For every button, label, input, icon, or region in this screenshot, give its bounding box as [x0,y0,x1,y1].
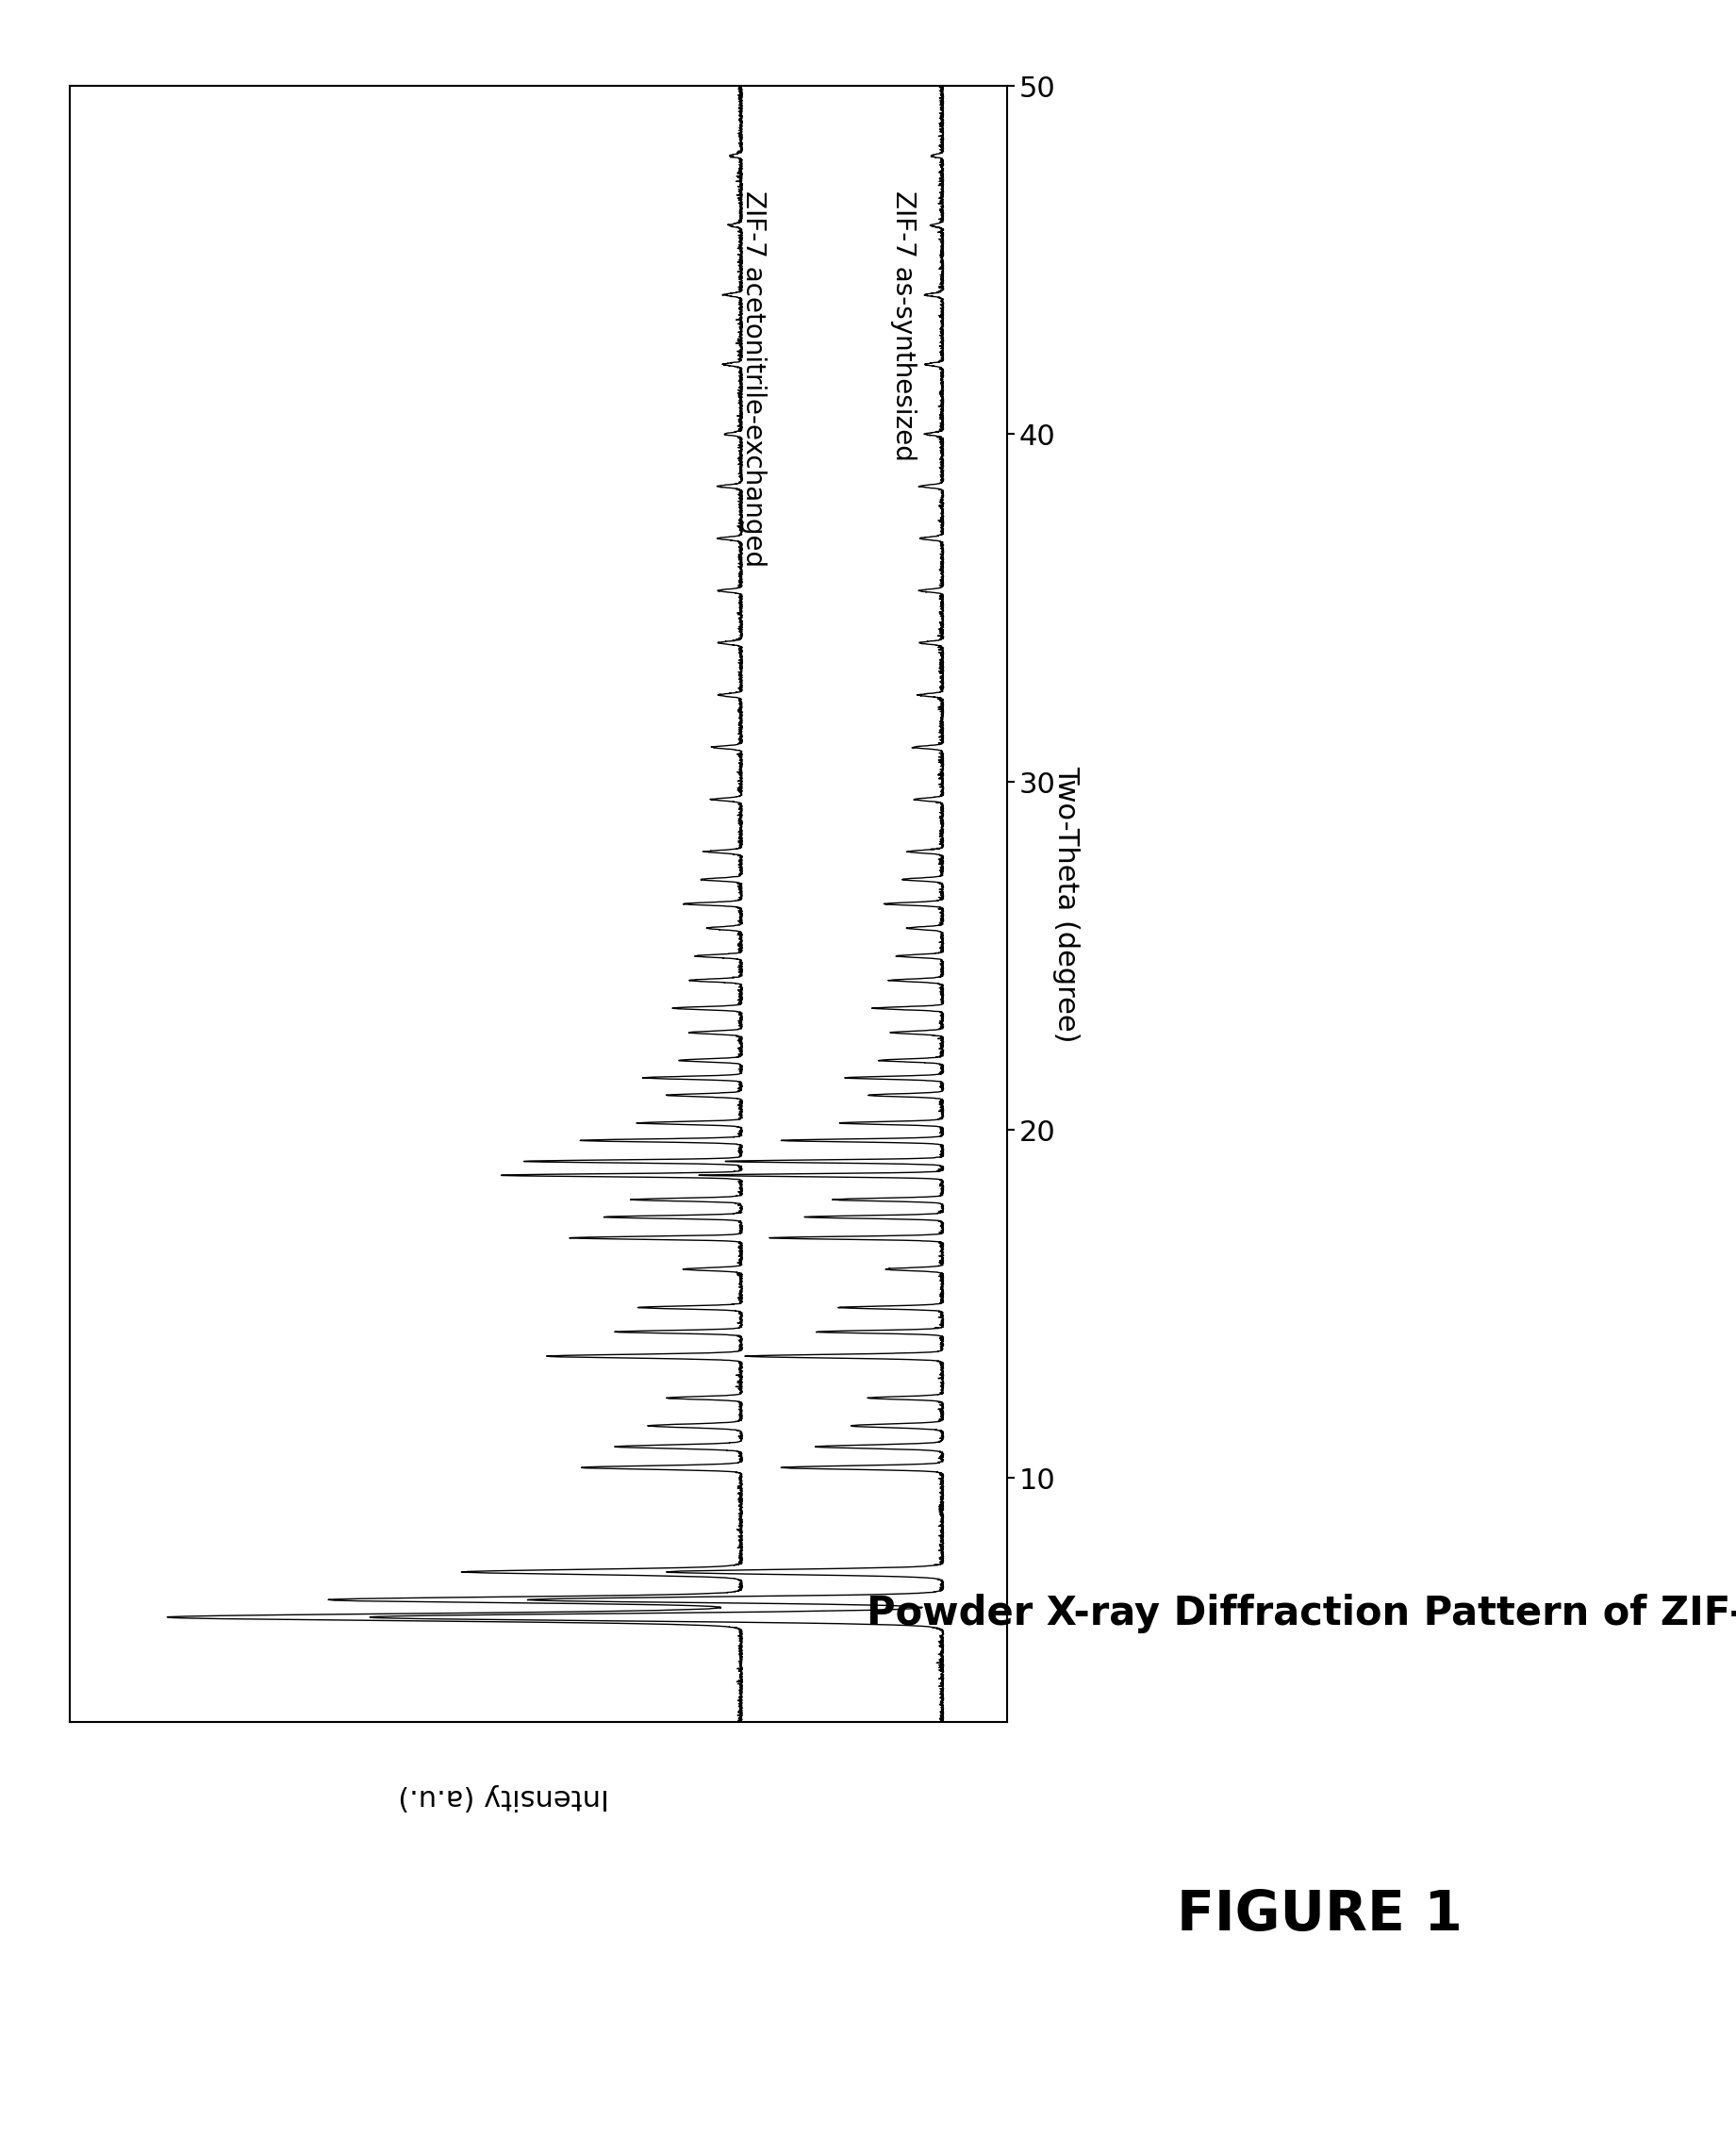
Y-axis label: Two-Theta (degree): Two-Theta (degree) [1052,766,1080,1042]
Text: ZIF-7 acetonitrile-exchanged: ZIF-7 acetonitrile-exchanged [741,192,767,566]
Text: Powder X-ray Diffraction Pattern of ZIF-7: Powder X-ray Diffraction Pattern of ZIF-… [866,1595,1736,1633]
Text: FIGURE 1: FIGURE 1 [1177,1889,1462,1941]
Text: ZIF-7 as-synthesized: ZIF-7 as-synthesized [891,192,917,461]
Text: Intensity (a.u.): Intensity (a.u.) [398,1784,609,1810]
